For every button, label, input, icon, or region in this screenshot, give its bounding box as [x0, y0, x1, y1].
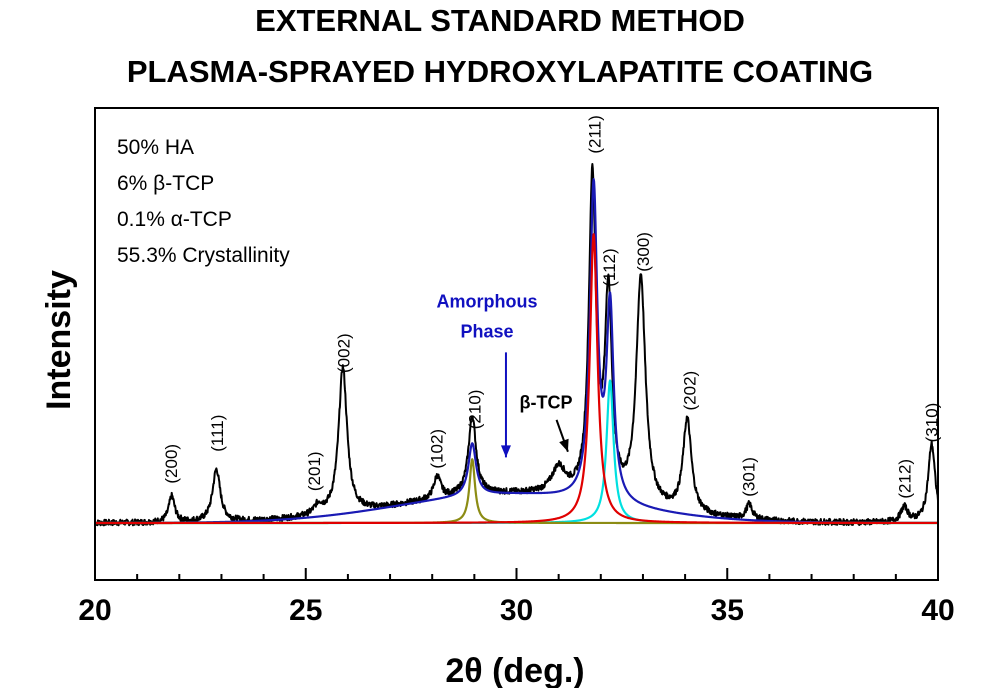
chart-title-line-1: EXTERNAL STANDARD METHOD — [255, 3, 745, 38]
series-line-hydroxylapatite-fit — [94, 233, 939, 525]
x-tick-label: 30 — [500, 594, 533, 627]
peak-label: (310) — [923, 403, 942, 443]
annotation-text: Phase — [460, 321, 513, 341]
annotations: Amorphous Phase β-TCP — [436, 291, 573, 458]
peak-label: (202) — [680, 371, 699, 411]
x-tick-label: 25 — [289, 594, 322, 627]
peak-label: (210) — [465, 390, 484, 430]
composition-stats: 50% HA 6% β-TCP 0.1% α-TCP 55.3% Crystallin… — [117, 136, 290, 267]
peak-label: (002) — [335, 333, 354, 373]
peak-labels: (200) (111) (201) (002) (102) (210) (211) (112)… — [162, 115, 942, 498]
peak-label: (111) — [208, 415, 227, 452]
chart-title-line-2: PLASMA-SPRAYED HYDROXYLAPATITE COATING — [127, 54, 873, 89]
annotation-arrow-head — [559, 438, 569, 452]
stat-line: 6% β-TCP — [117, 172, 214, 195]
peak-label: (212) — [895, 459, 914, 499]
stat-line: 55.3% Crystallinity — [117, 244, 290, 267]
peak-label: (211) — [585, 115, 604, 153]
peak-label: (201) — [305, 451, 324, 491]
x-tick-label: 35 — [711, 594, 744, 627]
x-axis: 20 25 30 35 40 — [78, 568, 955, 627]
stat-line: 50% HA — [117, 136, 194, 159]
annotation-text: Amorphous — [436, 291, 537, 311]
x-tick-label: 40 — [921, 594, 954, 627]
peak-label: (112) — [600, 248, 619, 286]
annotation-text: β-TCP — [520, 393, 573, 413]
peak-label: (300) — [634, 232, 653, 272]
plot-frame — [94, 107, 939, 581]
stat-line: 0.1% α-TCP — [117, 208, 232, 231]
annotation-arrow-head — [500, 445, 511, 458]
peak-label: (102) — [427, 429, 446, 469]
series-line-measured — [94, 163, 939, 527]
diffraction-curves — [94, 163, 939, 527]
x-tick-label: 20 — [78, 594, 111, 627]
peak-label: (200) — [162, 444, 181, 484]
x-axis-label: 2θ (deg.) — [445, 652, 584, 688]
peak-label: (301) — [739, 457, 758, 497]
y-axis-label: Intensity — [40, 270, 78, 410]
